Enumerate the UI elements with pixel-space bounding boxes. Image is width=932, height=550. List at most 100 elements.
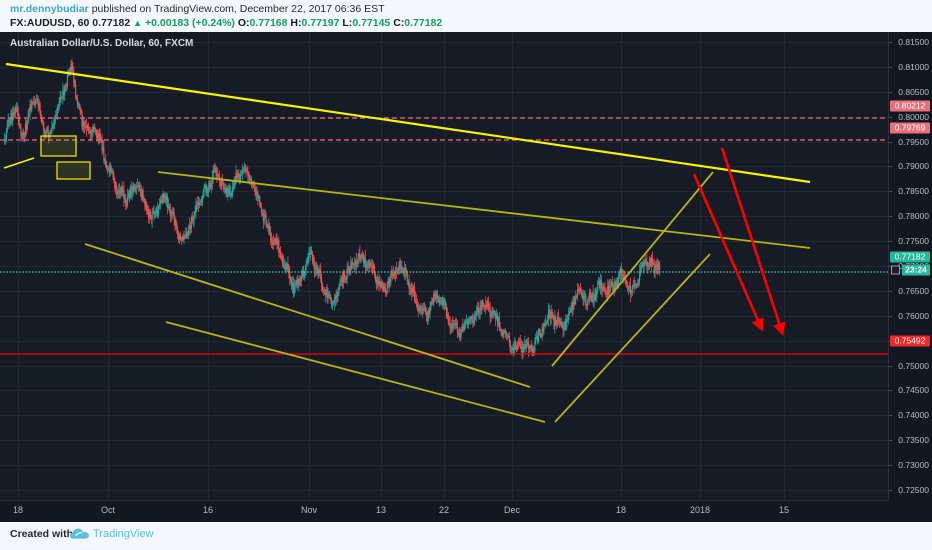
countdown-marker-icon bbox=[891, 265, 900, 275]
major-descending-resistance-line bbox=[5, 62, 811, 184]
last-price: 0.77182 bbox=[92, 17, 131, 29]
price-tick-mark bbox=[888, 91, 892, 93]
chart-header: mr.dennybudiar published on TradingView.… bbox=[0, 0, 932, 32]
price-tick-mark bbox=[888, 41, 892, 43]
tradingview-brand[interactable]: TradingView bbox=[93, 528, 154, 540]
horizontal-gridline bbox=[0, 216, 888, 217]
descending-channel-lower-2 bbox=[165, 321, 546, 423]
time-axis[interactable]: 18 Oct 16 Nov 13 22 Dec 18 2018 15 bbox=[0, 500, 932, 522]
price-pane[interactable]: Australian Dollar/U.S. Dollar, 60, FXCM bbox=[0, 32, 888, 500]
price-tick-label: 0.80500 bbox=[898, 86, 929, 97]
chart-footer: Created with TradingView bbox=[0, 522, 932, 550]
price-tick-mark bbox=[888, 116, 892, 118]
price-tick-mark bbox=[888, 66, 892, 68]
time-tick-label: Nov bbox=[300, 505, 318, 515]
horizontal-gridline bbox=[0, 241, 888, 242]
time-tick-label: 13 bbox=[375, 505, 387, 515]
author-name[interactable]: mr.dennybudiar bbox=[10, 3, 89, 15]
chart-area[interactable]: Australian Dollar/U.S. Dollar, 60, FXCM … bbox=[0, 32, 932, 522]
price-tick-label: 0.81500 bbox=[898, 36, 929, 47]
horizontal-gridline bbox=[0, 67, 888, 68]
price-tick-label: 0.74500 bbox=[898, 385, 929, 396]
price-badge-080212[interactable]: 0.80212 bbox=[890, 100, 930, 112]
symbol-label[interactable]: FX:AUDUSD, 60 bbox=[10, 17, 90, 29]
price-tick-mark bbox=[888, 290, 892, 292]
price-tick-mark bbox=[888, 315, 892, 317]
horizontal-gridline bbox=[0, 465, 888, 466]
supply-zone-upper-box bbox=[40, 135, 77, 157]
price-change: +0.00183 (+0.24%) bbox=[145, 17, 235, 29]
low-label: L: bbox=[342, 17, 353, 29]
price-tick-label: 0.81000 bbox=[898, 61, 929, 72]
price-tick-mark bbox=[888, 465, 892, 467]
bar-countdown-badge: 23:24 bbox=[902, 264, 930, 276]
price-tick-mark bbox=[888, 266, 892, 267]
price-tick-label: 0.74000 bbox=[898, 410, 929, 421]
price-axis[interactable]: 0.81500 0.81000 0.80500 0.80000 0.79500 0.790… bbox=[888, 32, 932, 500]
close-value: 0.77182 bbox=[404, 17, 443, 29]
descending-channel-lower-1 bbox=[84, 243, 531, 388]
price-tick-label: 0.73000 bbox=[898, 460, 929, 471]
price-tick-label: 0.73500 bbox=[898, 435, 929, 446]
time-tick-label: 15 bbox=[778, 505, 790, 515]
price-badge-075492[interactable]: 0.75492 bbox=[890, 335, 930, 347]
price-tick-label: 0.79000 bbox=[898, 161, 929, 172]
bearish-projection-arrow-1 bbox=[720, 147, 786, 336]
price-tick-mark bbox=[888, 216, 892, 218]
early-uptrend-stub bbox=[3, 157, 35, 169]
created-with-label: Created with bbox=[10, 528, 74, 540]
candlestick-series bbox=[4, 58, 661, 360]
time-tick-label: 16 bbox=[202, 505, 214, 515]
price-tick-label: 0.78000 bbox=[898, 211, 929, 222]
horizontal-gridline bbox=[0, 42, 888, 43]
horizontal-gridline bbox=[0, 92, 888, 93]
high-value: 0.77197 bbox=[301, 17, 340, 29]
low-value: 0.77145 bbox=[352, 17, 391, 29]
price-tick-mark bbox=[888, 166, 892, 168]
price-tick-mark bbox=[888, 241, 892, 243]
horizontal-gridline bbox=[0, 490, 888, 491]
time-tick-label: 18 bbox=[12, 505, 24, 515]
price-tick-mark bbox=[888, 191, 892, 193]
publication-meta: published on TradingView.com, December 2… bbox=[91, 3, 385, 15]
horizontal-gridline bbox=[0, 142, 888, 143]
high-label: H: bbox=[290, 17, 302, 29]
supply-zone-lower-box bbox=[56, 161, 91, 180]
price-tick-label: 0.76000 bbox=[898, 310, 929, 321]
horizontal-gridline bbox=[0, 390, 888, 391]
price-tick-mark bbox=[888, 365, 892, 367]
tradingview-cloud-icon bbox=[70, 528, 89, 539]
horizontal-gridline bbox=[0, 266, 888, 267]
publication-line: mr.dennybudiar published on TradingView.… bbox=[10, 3, 385, 15]
bearish-projection-arrow-2 bbox=[692, 173, 764, 332]
ascending-channel-upper bbox=[551, 171, 714, 367]
price-tick-mark bbox=[888, 141, 892, 143]
price-tick-label: 0.72500 bbox=[898, 485, 929, 496]
price-badge-077182[interactable]: 0.77182 bbox=[890, 251, 930, 263]
price-tick-mark bbox=[888, 440, 892, 442]
open-label: O: bbox=[237, 17, 250, 29]
horizontal-gridline bbox=[0, 440, 888, 441]
ascending-channel-lower bbox=[554, 253, 711, 423]
horizontal-gridline bbox=[0, 415, 888, 416]
horizontal-gridline bbox=[0, 366, 888, 367]
horizontal-gridline bbox=[0, 166, 888, 167]
horizontal-gridline bbox=[0, 341, 888, 342]
time-tick-label: Dec bbox=[503, 505, 521, 515]
price-tick-label: 0.75000 bbox=[898, 360, 929, 371]
price-tick-label: 0.76500 bbox=[898, 285, 929, 296]
price-tick-mark bbox=[888, 390, 892, 392]
time-tick-label: Oct bbox=[100, 505, 116, 515]
price-tick-mark bbox=[888, 490, 892, 492]
horizontal-gridline bbox=[0, 291, 888, 292]
price-tick-label: 0.80000 bbox=[898, 111, 929, 122]
time-tick-label: 22 bbox=[438, 505, 450, 515]
price-tick-label: 0.79500 bbox=[898, 136, 929, 147]
time-tick-label: 2018 bbox=[689, 505, 711, 515]
chart-drawings bbox=[0, 58, 888, 423]
up-arrow-icon: ▲ bbox=[133, 18, 143, 28]
horizontal-gridline bbox=[0, 316, 888, 317]
price-badge-079769[interactable]: 0.79769 bbox=[890, 122, 930, 134]
descending-channel-upper bbox=[157, 171, 811, 249]
